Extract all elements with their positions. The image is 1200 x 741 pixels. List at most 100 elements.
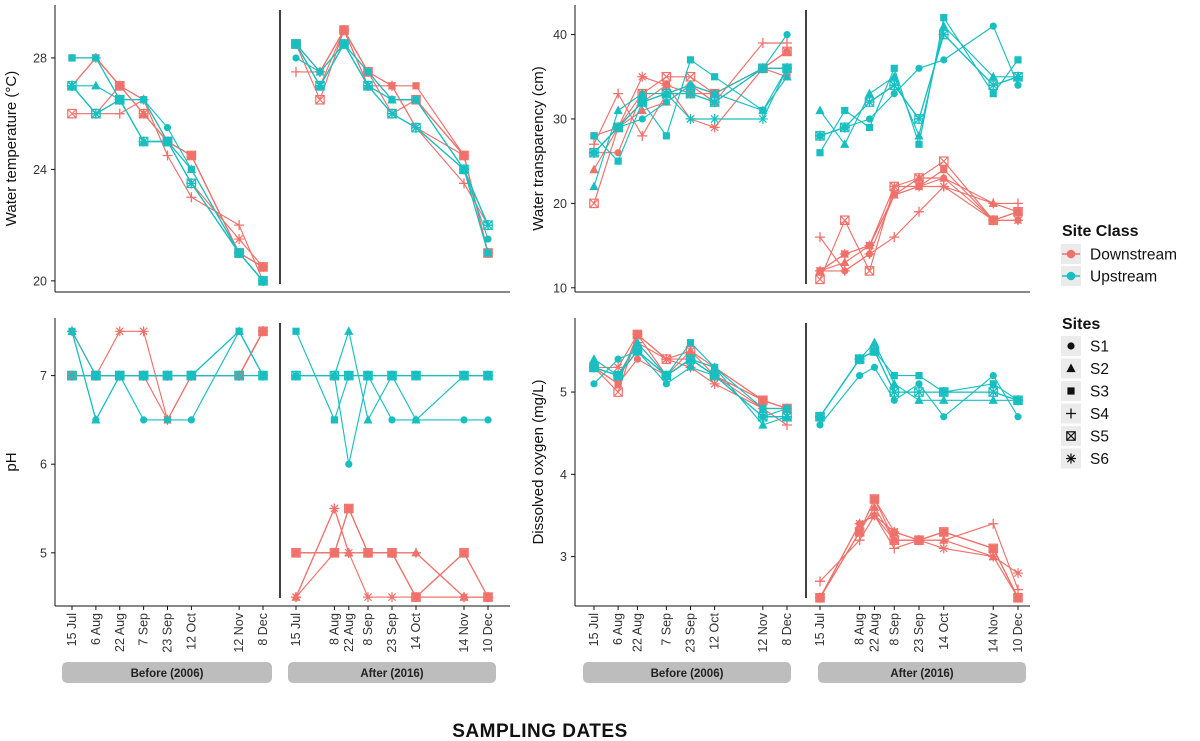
- point-after: [989, 22, 997, 30]
- line-before: [593, 333, 788, 410]
- x-tick-label: 14 Oct: [409, 612, 423, 649]
- point-before: [782, 46, 792, 57]
- point-before: [662, 98, 670, 106]
- point-after: [869, 510, 880, 521]
- point-before: [234, 234, 245, 245]
- point-after: [815, 130, 825, 141]
- point-after: [291, 66, 301, 77]
- point-before: [685, 354, 696, 365]
- point-after: [387, 592, 397, 603]
- point-after: [339, 25, 349, 36]
- x-tick-label: 10 Dec: [481, 613, 495, 653]
- point-after: [890, 396, 898, 404]
- point-after: [889, 232, 900, 243]
- y-axis-label: Dissolved oxygen (mg/L): [530, 379, 547, 544]
- point-before: [613, 105, 623, 115]
- line-after: [296, 507, 489, 598]
- point-after: [459, 548, 469, 558]
- point-before: [686, 56, 695, 64]
- point-before: [234, 247, 245, 258]
- point-after: [460, 416, 468, 424]
- point-before: [68, 54, 76, 62]
- point-after: [914, 181, 924, 192]
- point-after: [411, 547, 421, 558]
- point-after: [1013, 395, 1023, 406]
- legend-site-label: S4: [1090, 406, 1109, 423]
- point-before: [614, 157, 622, 165]
- line-before: [72, 57, 264, 268]
- point-after: [889, 378, 899, 388]
- point-after: [387, 370, 397, 381]
- point-before: [589, 147, 599, 158]
- point-after: [291, 370, 301, 381]
- point-before: [138, 370, 149, 381]
- point-before: [258, 326, 268, 337]
- line-before: [593, 68, 788, 154]
- point-before: [67, 370, 77, 381]
- line-before: [71, 331, 264, 377]
- series-upstream-s6: [67, 370, 493, 381]
- point-after: [988, 395, 998, 404]
- point-before: [661, 80, 672, 91]
- point-before: [258, 275, 268, 286]
- point-after: [914, 387, 924, 398]
- point-before: [685, 88, 696, 99]
- point-after: [854, 518, 865, 529]
- point-after: [411, 370, 421, 381]
- line-after: [819, 33, 1019, 137]
- point-before: [92, 54, 100, 62]
- line-before: [71, 85, 264, 282]
- line-after: [296, 29, 489, 226]
- point-before: [162, 370, 173, 381]
- line-after: [819, 177, 1019, 272]
- legend-site-s2: S2: [1061, 358, 1109, 379]
- point-before: [589, 164, 599, 174]
- point-before: [162, 136, 173, 147]
- point-before: [782, 63, 792, 74]
- point-before: [637, 88, 647, 98]
- point-after: [856, 372, 864, 380]
- point-after: [915, 372, 923, 380]
- point-before: [140, 416, 148, 424]
- point-after: [840, 139, 850, 148]
- line-before: [594, 333, 787, 410]
- point-after: [988, 71, 998, 81]
- point-after: [939, 395, 949, 404]
- point-after: [344, 503, 354, 514]
- line-after: [295, 507, 488, 598]
- point-before: [235, 327, 243, 335]
- legend-shape-square: [1067, 387, 1075, 395]
- point-after: [869, 337, 880, 347]
- y-axis-label: Water transparency (cm): [530, 66, 547, 230]
- point-before: [757, 37, 768, 48]
- point-before: [685, 113, 696, 124]
- x-tick-label: 15 Jul: [813, 613, 827, 646]
- point-after: [940, 166, 948, 174]
- point-after: [344, 326, 354, 335]
- line-before: [593, 67, 787, 154]
- point-after: [364, 68, 372, 76]
- x-tick-label: 8 Aug: [327, 613, 341, 645]
- point-before: [783, 404, 791, 413]
- x-tick-label: 6 Aug: [89, 613, 103, 645]
- line-after: [295, 43, 489, 226]
- point-before: [590, 132, 598, 140]
- point-after: [854, 354, 865, 365]
- line-after: [820, 177, 1018, 272]
- point-after: [1014, 413, 1022, 421]
- point-before: [91, 80, 101, 90]
- series-upstream-s6: [589, 29, 1023, 158]
- point-after: [869, 494, 880, 504]
- point-after: [387, 80, 397, 91]
- point-after: [989, 380, 997, 388]
- x-tick-label: 15 Jul: [587, 613, 601, 646]
- point-before: [709, 97, 720, 107]
- point-after: [483, 370, 493, 381]
- point-before: [637, 97, 648, 108]
- point-after: [914, 206, 924, 217]
- point-before: [614, 380, 622, 388]
- point-after: [388, 96, 396, 104]
- point-after: [890, 372, 898, 380]
- point-after: [864, 240, 875, 251]
